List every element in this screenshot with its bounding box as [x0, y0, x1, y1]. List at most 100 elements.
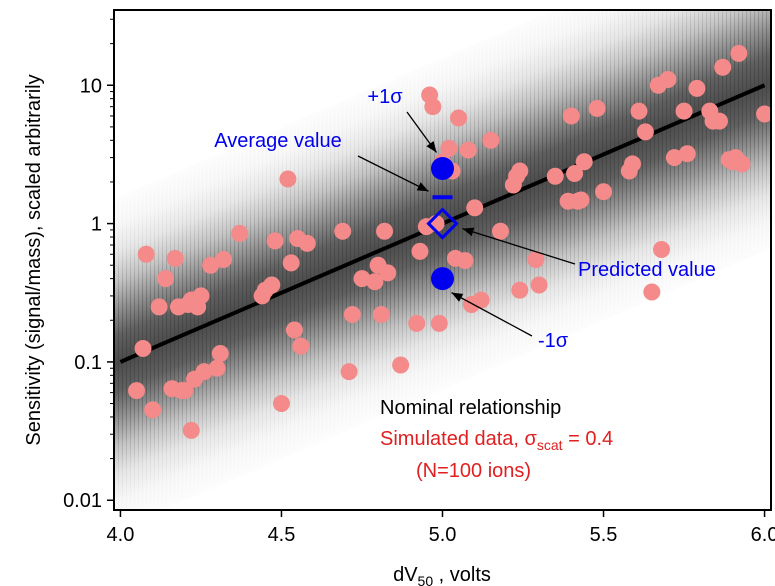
- band-slice: [662, 10, 667, 295]
- data-point: [272, 395, 290, 413]
- band-slice: [754, 10, 759, 255]
- data-point: [688, 79, 706, 97]
- x-tick-label: 4.5: [268, 524, 296, 546]
- band-slice: [658, 10, 663, 297]
- data-point: [727, 149, 745, 167]
- data-point: [263, 276, 281, 294]
- band-slice: [762, 10, 767, 252]
- data-point: [379, 264, 397, 282]
- band-slice: [694, 10, 699, 281]
- data-point: [659, 71, 677, 89]
- data-point: [285, 321, 303, 339]
- band-slice: [122, 194, 127, 510]
- data-point: [562, 107, 580, 125]
- data-point: [176, 382, 194, 400]
- data-point: [572, 191, 590, 209]
- minus-sigma-label: -1σ: [538, 330, 569, 352]
- data-point: [408, 314, 426, 332]
- predicted-value-arrow-head: [462, 227, 475, 237]
- band-slice: [714, 10, 719, 273]
- data-point: [440, 139, 458, 157]
- band-slice: [642, 10, 647, 304]
- data-point: [182, 421, 200, 439]
- band-slice: [698, 10, 703, 279]
- data-point: [376, 222, 394, 240]
- y-tick-label: 1: [91, 214, 102, 236]
- minus-sigma-arrow-head: [451, 292, 464, 302]
- band-slice: [690, 10, 695, 283]
- data-point: [575, 153, 593, 171]
- data-point: [340, 363, 358, 381]
- data-point: [144, 401, 162, 419]
- band-slice: [726, 10, 731, 267]
- band-slice: [114, 197, 119, 510]
- band-slice: [562, 10, 567, 338]
- data-point: [459, 141, 477, 159]
- data-point: [430, 314, 448, 332]
- band-slice: [750, 10, 755, 257]
- band-slice: [598, 10, 603, 322]
- data-point: [756, 105, 771, 123]
- highlight-markers: [426, 157, 459, 291]
- minus-sigma-marker: [431, 267, 454, 291]
- x-axis-label-subscript: 50: [418, 573, 434, 586]
- x-axis-label-main: dV: [393, 564, 418, 586]
- legend-simulated-data: Simulated data, σscat = 0.4: [380, 428, 613, 453]
- data-point: [128, 382, 146, 400]
- data-point: [292, 337, 310, 355]
- y-tick-label: 0.01: [63, 490, 102, 512]
- data-point: [472, 291, 490, 309]
- band-slice: [606, 10, 611, 319]
- data-point: [137, 245, 155, 263]
- data-point: [372, 306, 390, 324]
- legend-sample-size: (N=100 ions): [416, 460, 531, 482]
- data-point: [636, 123, 654, 141]
- x-axis-label: dV50 , volts: [393, 564, 491, 586]
- data-point: [482, 131, 500, 149]
- data-point: [231, 224, 249, 242]
- data-point: [624, 155, 642, 173]
- data-point: [334, 222, 352, 240]
- data-point: [653, 240, 670, 258]
- band-slice: [742, 10, 747, 261]
- band-slice: [678, 10, 683, 288]
- x-tick-label: 6.0: [751, 524, 775, 546]
- band-slice: [758, 10, 763, 254]
- band-slice: [650, 10, 655, 300]
- data-point: [643, 283, 661, 301]
- band-slice: [646, 10, 651, 302]
- band-slice: [130, 190, 135, 510]
- data-point: [208, 359, 226, 377]
- axes: 4.0 4.5 5.0 5.5 6.0 0.01 0.1 1 10: [63, 18, 775, 546]
- data-point: [150, 298, 168, 316]
- data-point: [211, 345, 229, 363]
- legend-simulated-data-subscript: scat: [537, 437, 563, 453]
- data-point: [665, 149, 683, 167]
- data-point: [195, 363, 213, 381]
- data-point: [714, 58, 732, 76]
- band-slice: [126, 192, 131, 510]
- band-slice: [666, 10, 671, 293]
- average-value-arrow-shaft: [357, 155, 429, 192]
- data-point: [710, 112, 728, 130]
- y-tick-label: 10: [80, 75, 102, 97]
- band-slice: [614, 10, 619, 316]
- data-point: [730, 44, 748, 62]
- band-slice: [710, 10, 715, 274]
- x-tick-label: 4.0: [107, 524, 135, 546]
- average-value-arrow-head: [416, 182, 429, 192]
- plus-sigma-arrow-head: [426, 140, 437, 153]
- data-point: [511, 162, 529, 180]
- band-slice: [118, 196, 123, 510]
- data-point: [343, 306, 361, 324]
- data-point: [202, 256, 220, 274]
- band-slice: [602, 10, 607, 321]
- band-slice: [738, 10, 743, 262]
- x-tick-label: 5.5: [590, 524, 618, 546]
- x-tick-label: 5.0: [429, 524, 457, 546]
- band-slice: [766, 10, 771, 250]
- data-point: [466, 199, 484, 217]
- band-slice: [654, 10, 659, 298]
- band-slice: [590, 10, 595, 326]
- band-slice: [618, 10, 623, 314]
